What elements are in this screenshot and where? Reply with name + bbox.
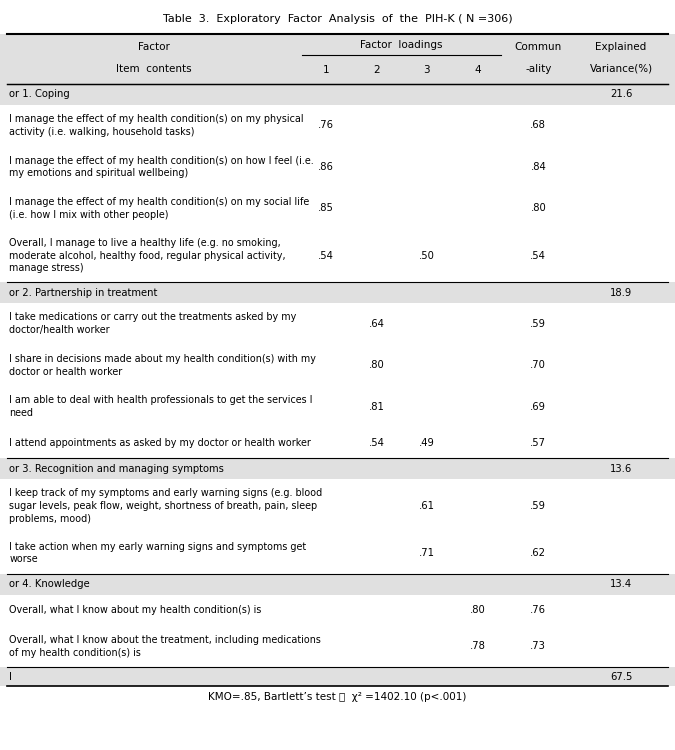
Text: Overall, I manage to live a healthy life (e.g. no smoking,
moderate alcohol, hea: Overall, I manage to live a healthy life…: [9, 238, 286, 274]
Text: .62: .62: [531, 548, 546, 558]
Text: .64: .64: [369, 319, 384, 328]
Text: I manage the effect of my health condition(s) on my social life
(i.e. how I mix : I manage the effect of my health conditi…: [9, 197, 310, 220]
Text: I take action when my early warning signs and symptoms get
worse: I take action when my early warning sign…: [9, 542, 306, 565]
Bar: [0, 574, 675, 595]
Text: 67.5: 67.5: [610, 672, 632, 682]
Text: 18.9: 18.9: [610, 288, 632, 298]
Text: .76: .76: [318, 121, 333, 130]
Text: .70: .70: [531, 360, 546, 370]
Text: Overall, what I know about the treatment, including medications
of my health con: Overall, what I know about the treatment…: [9, 635, 321, 658]
Text: Explained: Explained: [595, 42, 647, 52]
Text: Table  3.  Exploratory  Factor  Analysis  of  the  PIH-K ( N =306): Table 3. Exploratory Factor Analysis of …: [163, 13, 512, 23]
Text: 2: 2: [373, 65, 379, 75]
Text: .54: .54: [369, 438, 384, 448]
Text: -ality: -ality: [525, 64, 551, 74]
Text: Item  contents: Item contents: [115, 64, 192, 74]
Text: 13.4: 13.4: [610, 579, 632, 590]
Text: .54: .54: [531, 251, 546, 261]
Text: l: l: [9, 672, 12, 682]
Text: .80: .80: [369, 360, 384, 370]
Text: .69: .69: [531, 401, 546, 412]
Text: I attend appointments as asked by my doctor or health worker: I attend appointments as asked by my doc…: [9, 438, 311, 448]
Text: Factor  loadings: Factor loadings: [360, 40, 443, 50]
Bar: [0, 458, 675, 479]
Text: .68: .68: [531, 121, 546, 130]
Text: 1: 1: [323, 65, 329, 75]
Text: Commun: Commun: [514, 42, 562, 52]
Text: .71: .71: [419, 548, 435, 558]
Text: Factor: Factor: [138, 42, 169, 52]
Bar: [0, 84, 675, 105]
Text: .80: .80: [470, 605, 485, 615]
Text: 21.6: 21.6: [610, 89, 632, 100]
Text: .50: .50: [419, 251, 435, 261]
Text: I manage the effect of my health condition(s) on my physical
activity (i.e. walk: I manage the effect of my health conditi…: [9, 114, 304, 137]
Text: .49: .49: [419, 438, 435, 448]
Text: Variance(%): Variance(%): [589, 64, 653, 74]
Text: 13.6: 13.6: [610, 464, 632, 474]
Text: .86: .86: [318, 162, 333, 172]
Bar: [0, 667, 675, 686]
Text: KMO=.85, Bartlett’s test ：  χ² =1402.10 (p<.001): KMO=.85, Bartlett’s test ： χ² =1402.10 (…: [209, 692, 466, 702]
Text: or 2. Partnership in treatment: or 2. Partnership in treatment: [9, 288, 158, 298]
Text: .57: .57: [531, 438, 546, 448]
Text: .54: .54: [318, 251, 333, 261]
Text: .76: .76: [531, 605, 546, 615]
Text: .59: .59: [531, 501, 546, 511]
Text: or 1. Coping: or 1. Coping: [9, 89, 70, 100]
Text: or 4. Knowledge: or 4. Knowledge: [9, 579, 90, 590]
Text: .73: .73: [531, 641, 546, 651]
Text: .85: .85: [318, 203, 333, 213]
Text: Overall, what I know about my health condition(s) is: Overall, what I know about my health con…: [9, 605, 262, 615]
Bar: [0, 282, 675, 303]
Text: .78: .78: [470, 641, 485, 651]
Text: I share in decisions made about my health condition(s) with my
doctor or health : I share in decisions made about my healt…: [9, 354, 317, 376]
Text: .61: .61: [419, 501, 435, 511]
Text: or 3. Recognition and managing symptoms: or 3. Recognition and managing symptoms: [9, 464, 224, 474]
Text: I am able to deal with health professionals to get the services I
need: I am able to deal with health profession…: [9, 395, 313, 418]
Text: I manage the effect of my health condition(s) on how I feel (i.e.
my emotions an: I manage the effect of my health conditi…: [9, 155, 314, 178]
Text: I keep track of my symptoms and early warning signs (e.g. blood
sugar levels, pe: I keep track of my symptoms and early wa…: [9, 488, 323, 524]
Text: 3: 3: [424, 65, 430, 75]
Text: .59: .59: [531, 319, 546, 328]
Text: .80: .80: [531, 203, 546, 213]
Text: I take medications or carry out the treatments asked by my
doctor/health worker: I take medications or carry out the trea…: [9, 312, 297, 335]
Text: .84: .84: [531, 162, 546, 172]
Bar: [0, 34, 675, 84]
Text: 4: 4: [475, 65, 481, 75]
Text: .81: .81: [369, 401, 384, 412]
